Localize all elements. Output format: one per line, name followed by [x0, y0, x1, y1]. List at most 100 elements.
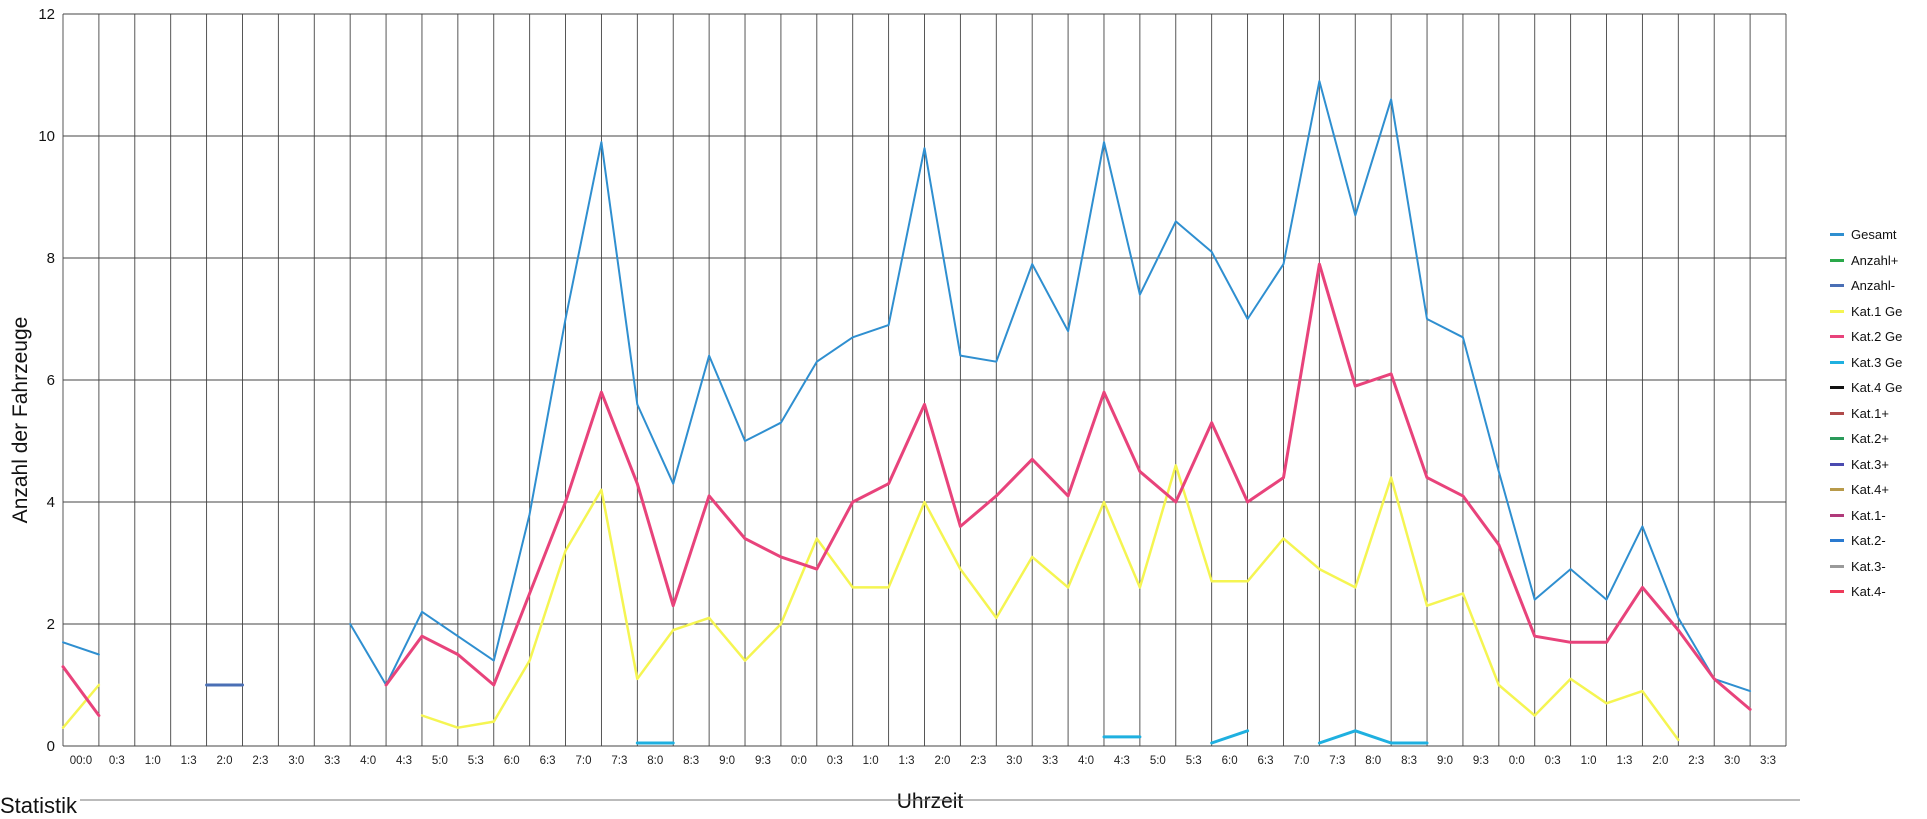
legend-swatch [1830, 564, 1844, 568]
x-tick-label: 1:0 [1581, 755, 1597, 767]
legend-swatch [1830, 335, 1844, 339]
legend-label: Kat.4 Ge [1851, 380, 1903, 396]
line-chart: 0 2 4 6 8 10 12 00:0 0:3 1:0 1:3 2:0 2:3 3:0 3:3 4:0 4:… [9, 6, 1787, 812]
x-tick-label: 00:0 [70, 755, 92, 767]
legend-swatch [1830, 360, 1844, 364]
x-tick-label: 2:0 [217, 755, 233, 767]
legend-item: Gesamt [1830, 222, 1927, 248]
legend-swatch [1830, 233, 1844, 237]
x-tick-label: 4:3 [1114, 755, 1130, 767]
x-tick-label: 1:3 [899, 755, 915, 767]
x-tick-label: 3:3 [1042, 755, 1058, 767]
legend-swatch [1830, 462, 1844, 466]
x-tick-label: 3:0 [288, 755, 304, 767]
x-tick-label: 4:3 [396, 755, 412, 767]
legend-item: Kat.4+ [1830, 477, 1927, 503]
x-tick-label: 1:0 [863, 755, 879, 767]
x-tick-label: 0:0 [1509, 755, 1525, 767]
y-tick-label: 6 [47, 372, 55, 389]
legend-label: Anzahl- [1851, 278, 1896, 294]
legend-item: Kat.3- [1830, 554, 1927, 580]
legend-swatch [1830, 258, 1844, 262]
x-tick-label: 4:0 [360, 755, 376, 767]
x-tick-label: 7:3 [611, 755, 627, 767]
x-tick-label: 7:0 [1293, 755, 1309, 767]
legend-item: Kat.4- [1830, 579, 1927, 605]
x-tick-label: 8:3 [683, 755, 699, 767]
x-tick-label: 9:3 [755, 755, 771, 767]
legend-label: Gesamt [1851, 227, 1897, 243]
legend-swatch [1830, 284, 1844, 288]
x-tick-label: 0:0 [791, 755, 807, 767]
x-tick-label: 0:3 [827, 755, 843, 767]
legend-swatch [1830, 590, 1844, 594]
x-tick-label: 8:0 [1365, 755, 1381, 767]
x-tick-label: 4:0 [1078, 755, 1094, 767]
x-tick-label: 0:3 [1545, 755, 1561, 767]
series-line-kat-1-ge [420, 464, 1680, 742]
x-tick-label: 5:3 [468, 755, 484, 767]
x-tick-label: 7:0 [575, 755, 591, 767]
x-tick-label: 3:3 [324, 755, 340, 767]
y-tick-label: 8 [47, 250, 55, 267]
legend-item: Anzahl+ [1830, 248, 1927, 274]
series-line-gesamt [349, 80, 1752, 693]
series-lines [61, 80, 1752, 745]
legend-label: Kat.1+ [1851, 405, 1889, 421]
x-tick-label: 9:3 [1473, 755, 1489, 767]
x-tick-label: 2:3 [970, 755, 986, 767]
y-tick-label: 12 [38, 6, 55, 23]
series-line-kat-2-ge [384, 262, 1752, 711]
legend-label: Kat.2+ [1851, 431, 1889, 447]
x-tick-label: 2:3 [252, 755, 268, 767]
y-tick-label: 0 [47, 738, 55, 755]
legend-label: Kat.4+ [1851, 482, 1889, 498]
legend-label: Kat.2- [1851, 533, 1886, 549]
x-tick-label: 1:3 [1616, 755, 1632, 767]
series-line-kat-3-ge [1317, 729, 1429, 745]
legend-item: Kat.1 Ge [1830, 299, 1927, 325]
legend-item: Kat.3+ [1830, 452, 1927, 478]
y-tick-label: 4 [47, 494, 55, 511]
x-tick-label: 9:0 [1437, 755, 1453, 767]
legend-swatch [1830, 437, 1844, 441]
x-tick-label: 5:0 [1150, 755, 1166, 767]
y-tick-label: 10 [38, 128, 55, 145]
legend-label: Kat.4- [1851, 584, 1886, 600]
footer-divider [80, 799, 1800, 801]
legend-label: Kat.1 Ge [1851, 303, 1903, 319]
x-tick-label: 8:3 [1401, 755, 1417, 767]
x-tick-label: 2:3 [1688, 755, 1704, 767]
x-tick-label: 7:3 [1329, 755, 1345, 767]
x-tick-label: 0:3 [109, 755, 125, 767]
series-line-kat-2-ge [61, 665, 101, 717]
legend-swatch [1830, 513, 1844, 517]
x-tick-label: 2:0 [1652, 755, 1668, 767]
x-tick-label: 5:3 [1186, 755, 1202, 767]
y-tick-label: 2 [47, 616, 55, 633]
x-tick-label: 2:0 [934, 755, 950, 767]
legend-label: Kat.2 Ge [1851, 329, 1903, 345]
legend-item: Kat.1+ [1830, 401, 1927, 427]
x-tick-label: 1:3 [181, 755, 197, 767]
footer-label: Statistik [0, 793, 78, 818]
legend-item: Kat.3 Ge [1830, 350, 1927, 376]
grid [62, 13, 1787, 747]
legend-label: Kat.1- [1851, 507, 1886, 523]
x-tick-label: 9:0 [719, 755, 735, 767]
legend-item: Kat.4 Ge [1830, 375, 1927, 401]
legend-label: Anzahl+ [1851, 252, 1899, 268]
x-tick-label: 3:3 [1760, 755, 1776, 767]
legend-swatch [1830, 539, 1844, 543]
legend-swatch [1830, 386, 1844, 390]
legend-swatch [1830, 411, 1844, 415]
legend: Gesamt Anzahl+ Anzahl- Kat.1 Ge Kat.2 Ge Kat.… [1830, 222, 1927, 605]
x-tick-label: 5:0 [432, 755, 448, 767]
series-line-kat-1-ge [61, 683, 101, 729]
x-axis-title: Uhrzeit [897, 790, 964, 812]
legend-item: Kat.2- [1830, 528, 1927, 554]
legend-swatch [1830, 309, 1844, 313]
x-tick-label: 8:0 [647, 755, 663, 767]
x-tick-label: 6:0 [1222, 755, 1238, 767]
x-tick-label: 3:0 [1006, 755, 1022, 767]
